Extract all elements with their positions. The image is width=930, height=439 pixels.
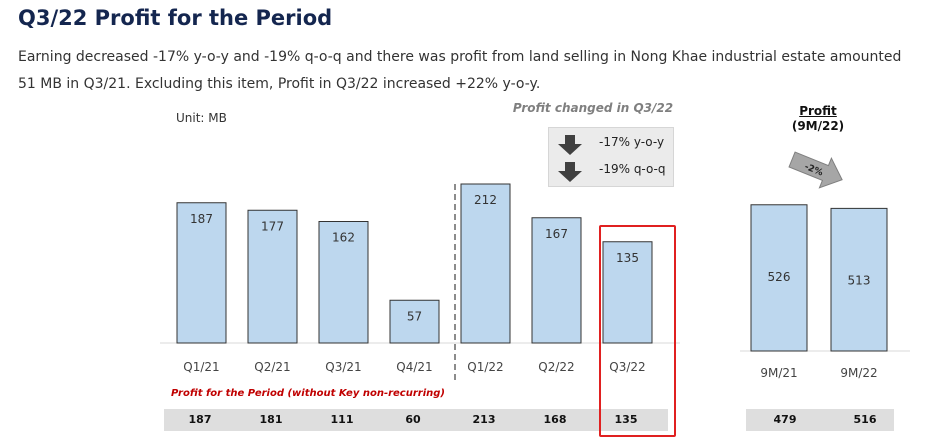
annotation-qoq-text: -19% q-o-q: [599, 162, 666, 176]
recurring-table-nine-month: 479 516: [746, 409, 894, 431]
table-cell: 168: [543, 413, 567, 426]
arrow-down-icon: [558, 135, 582, 155]
table-cell: 479: [773, 413, 797, 426]
bar-q1-22: [460, 183, 511, 344]
nine-month-title: Profit (9M/22): [770, 104, 866, 134]
data-label: 526: [768, 270, 791, 284]
tick-label: Q2/22: [538, 360, 574, 374]
table-cell: 516: [853, 413, 877, 426]
recurring-table-quarterly: 187 181 111 60 213 168 135: [164, 409, 668, 431]
bar-q3-22: [602, 241, 653, 344]
data-label: 135: [616, 251, 639, 265]
tick-label: Q3/21: [325, 360, 361, 374]
annotation-yoy-text: -17% y-o-y: [599, 135, 665, 149]
bar-q2-21: [247, 209, 298, 344]
page-title: Q3/22 Profit for the Period: [18, 6, 333, 30]
tick-label: Q2/21: [254, 360, 290, 374]
table-cell: 187: [188, 413, 212, 426]
bar-q1-21: [176, 202, 227, 344]
recurring-label: Profit for the Period (without Key non-r…: [171, 388, 445, 399]
highlight-box-q3-22: [599, 225, 676, 437]
change-arrow-icon: -2%: [788, 151, 843, 189]
data-label: 167: [545, 227, 568, 241]
annotation-title: Profit changed in Q3/22: [512, 101, 674, 115]
tick-label: 9M/21: [760, 366, 797, 380]
data-label: 57: [407, 309, 422, 323]
annotation-box: -17% y-o-y -19% q-o-q: [548, 127, 674, 187]
annotation-row-yoy: -17% y-o-y: [549, 131, 673, 157]
bar-q3-21: [318, 221, 369, 344]
data-label: 162: [332, 231, 355, 245]
data-label: 177: [261, 219, 284, 233]
nine-month-title-sub: (9M/22): [791, 119, 845, 133]
bar-9m-21: [750, 204, 808, 352]
data-label: 513: [848, 273, 871, 287]
quarterly-profit-chart: 187 Q1/21 177 Q2/21 162 Q3/21 57 Q4/21 212 Q1/22 1…: [160, 183, 680, 374]
annotation-row-qoq: -19% q-o-q: [549, 158, 673, 184]
nine-month-title-main: Profit: [799, 104, 837, 118]
period-divider: [454, 184, 456, 380]
page-subtitle: Earning decreased -17% y-o-y and -19% q-…: [18, 49, 902, 92]
tick-label: Q1/21: [183, 360, 219, 374]
data-label: 212: [474, 193, 497, 207]
table-cell: 213: [472, 413, 496, 426]
bar-q4-21: [389, 299, 440, 344]
bar-9m-22: [830, 207, 888, 352]
data-label: 187: [190, 212, 213, 226]
tick-label: Q3/22: [609, 360, 645, 374]
table-cell: 135: [614, 413, 638, 426]
tick-label: Q1/22: [467, 360, 503, 374]
nine-month-profit-chart: 526 9M/21 513 9M/22: [740, 204, 910, 380]
table-cell: 60: [405, 413, 421, 426]
tick-label: 9M/22: [840, 366, 877, 380]
bar-q2-22: [531, 217, 582, 344]
tick-label: Q4/21: [396, 360, 432, 374]
arrow-down-icon: [558, 162, 582, 182]
table-cell: 181: [259, 413, 283, 426]
table-cell: 111: [330, 413, 354, 426]
unit-label: Unit: MB: [176, 111, 227, 125]
